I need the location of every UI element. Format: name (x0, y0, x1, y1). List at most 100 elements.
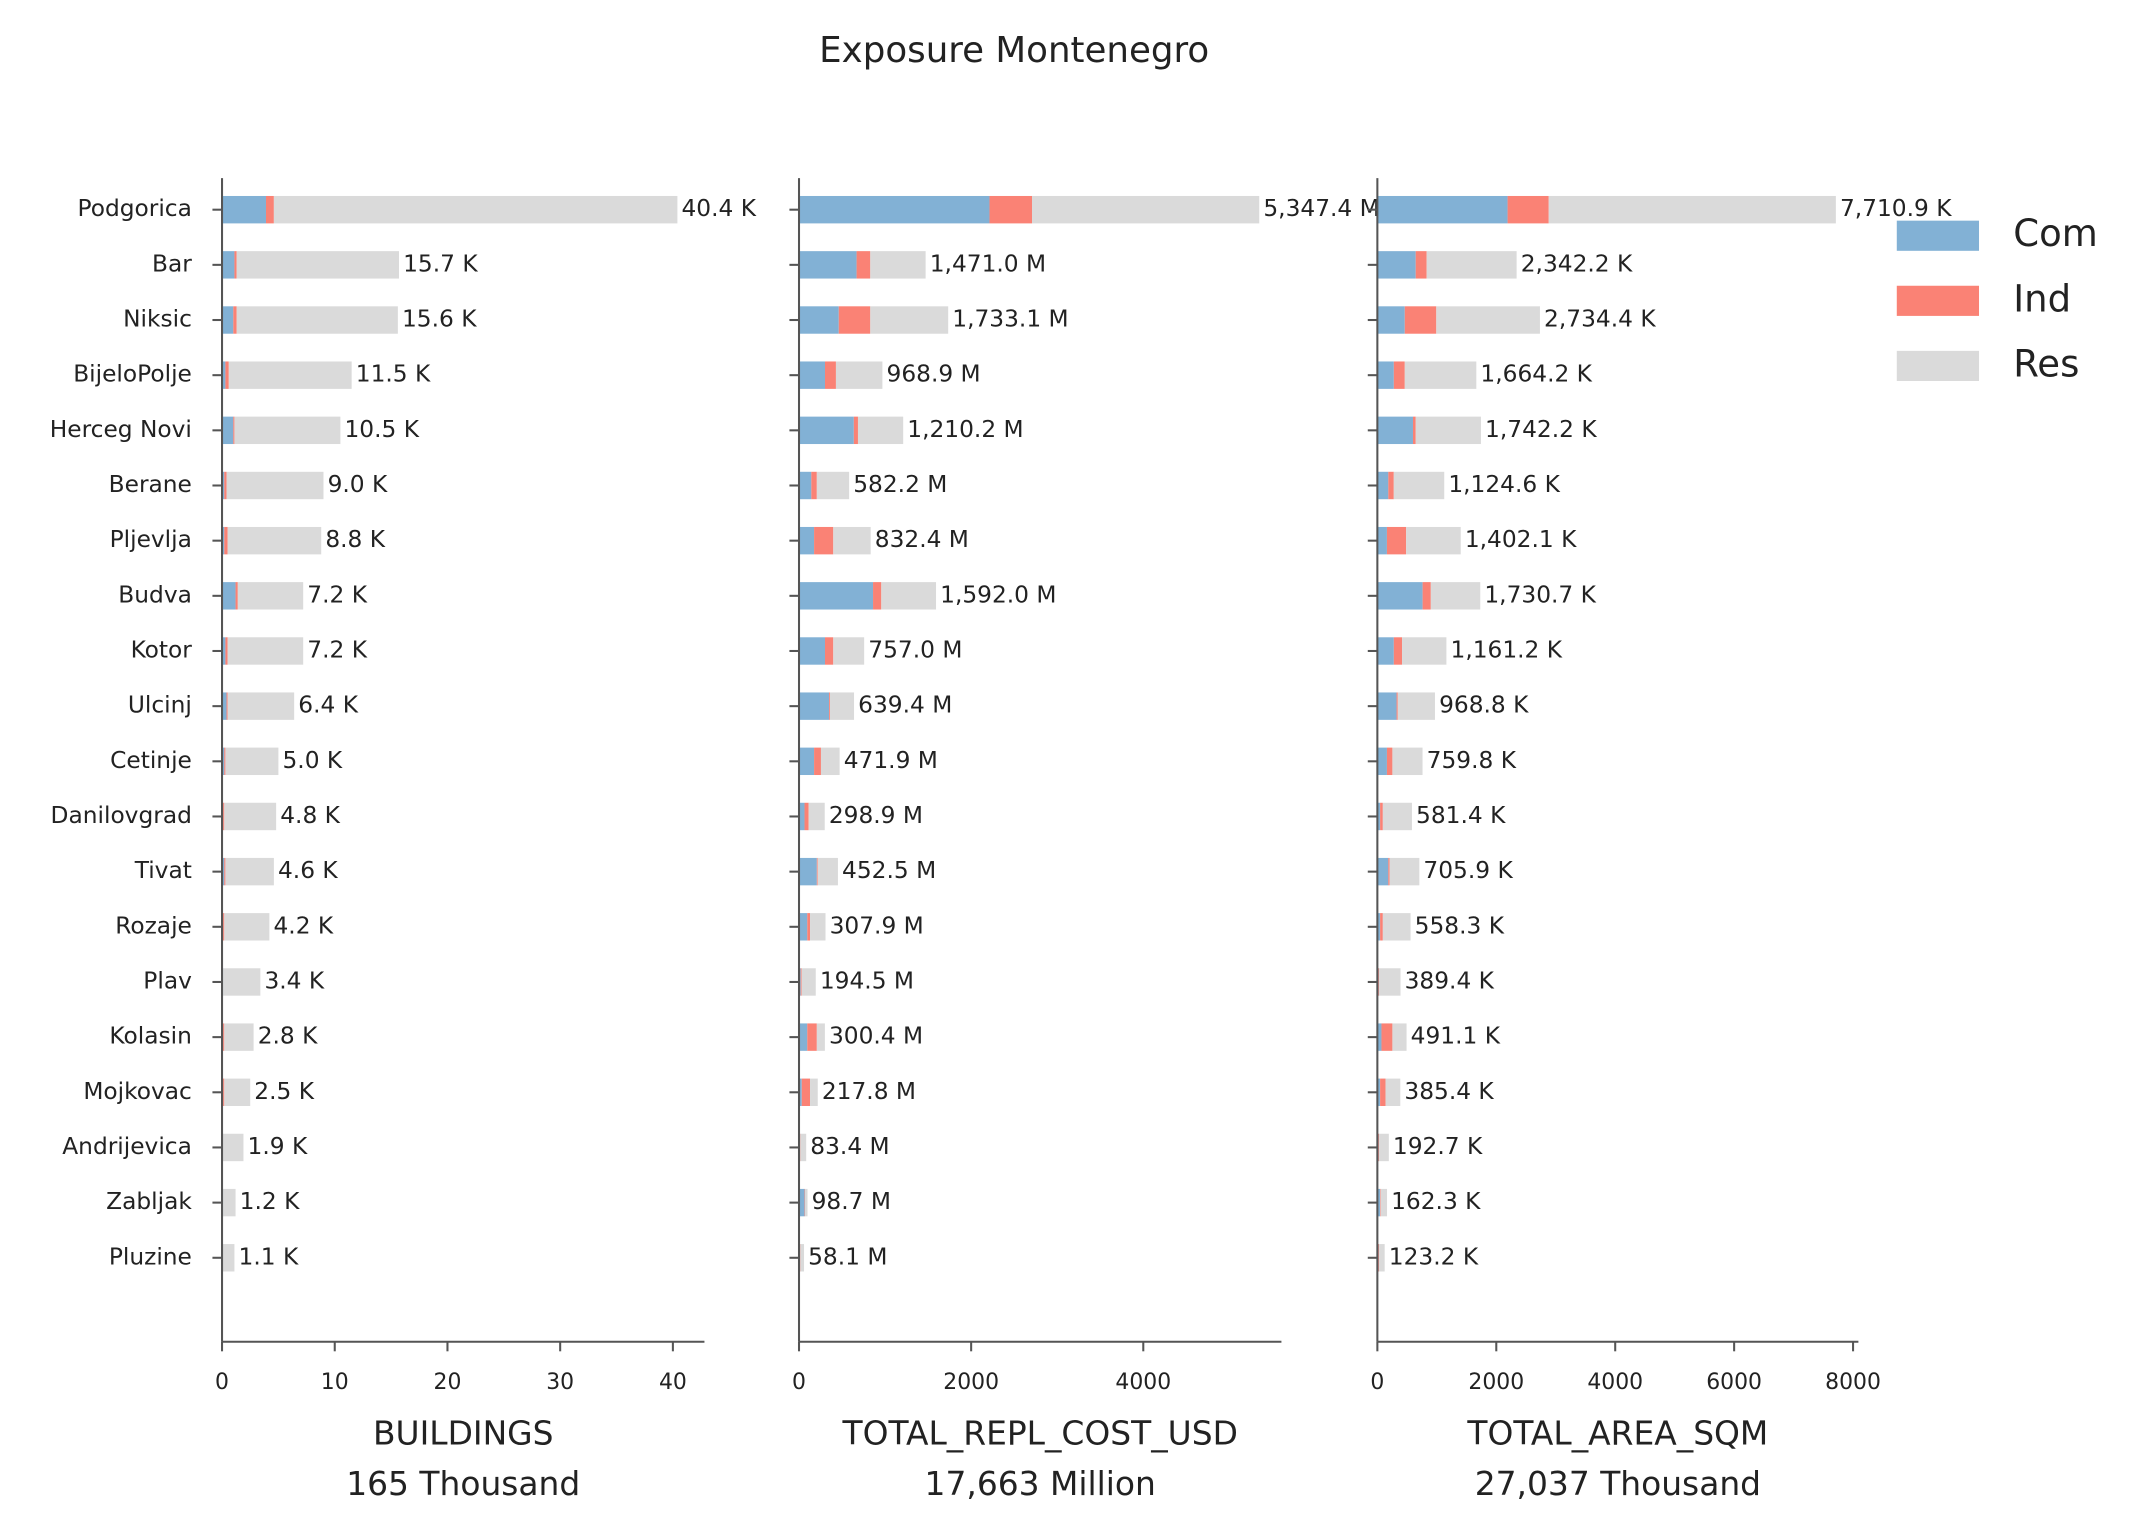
legend-label: Ind (2013, 277, 2071, 320)
total-label: 385.4 K (1404, 1078, 1494, 1105)
total-label: 389.4 K (1405, 967, 1495, 994)
total-label: 1.9 K (248, 1133, 308, 1160)
bar-segment (1507, 195, 1549, 224)
total-label: 705.9 K (1423, 857, 1513, 884)
bar-segment (1377, 251, 1416, 279)
bar-segment (799, 802, 805, 831)
bar-segment (236, 251, 399, 279)
bar-segment (825, 637, 834, 665)
bar-segment (1404, 306, 1437, 334)
bar-segment (810, 1078, 818, 1106)
x-tick-label: 6000 (1706, 1370, 1762, 1395)
bar-segment (226, 692, 228, 720)
bar-segment (1380, 802, 1383, 831)
bar-segment (833, 637, 865, 665)
bar-segment (224, 471, 227, 500)
total-label: 3.4 K (264, 967, 324, 994)
bar-segment (1032, 195, 1260, 224)
bar-segment (223, 1078, 225, 1106)
bar-segment (829, 692, 855, 720)
x-tick-label: 0 (215, 1370, 229, 1395)
bar-segment (224, 857, 226, 886)
bar-segment (799, 1188, 805, 1217)
bar-segment (1382, 913, 1411, 941)
x-axis-total: 27,037 Thousand (1475, 1464, 1761, 1503)
bar-segment (835, 361, 883, 389)
bar-segment (1386, 526, 1407, 555)
x-tick-label: 0 (792, 1370, 806, 1395)
bar-segment (1380, 913, 1383, 941)
bar-segment (853, 416, 858, 445)
bar-segment (1422, 582, 1431, 610)
bar-segment (222, 637, 226, 665)
chart-title: Exposure Montenegro (819, 30, 1209, 71)
bar-segment (1426, 251, 1517, 279)
bar-segment (273, 195, 678, 224)
bar-segment (1377, 1078, 1381, 1106)
total-label: 7.2 K (307, 636, 367, 663)
total-label: 1.1 K (239, 1243, 299, 1270)
total-label: 471.9 M (844, 747, 938, 774)
bar-segment (1377, 195, 1508, 224)
total-label: 1,592.0 M (940, 581, 1056, 608)
bar-segment (1377, 526, 1387, 555)
bar-segment (799, 692, 830, 720)
x-tick-label: 10 (321, 1370, 349, 1395)
bar-segment (825, 361, 836, 389)
bar-segment (222, 857, 225, 886)
bar-segment (820, 747, 840, 776)
bar-segment (799, 195, 990, 224)
x-tick-label: 30 (546, 1370, 574, 1395)
bar-segment (227, 526, 322, 555)
y-tick-label: Herceg Novi (50, 416, 192, 443)
total-label: 4.8 K (280, 802, 340, 829)
y-tick-label: BijeloPolje (73, 361, 192, 388)
bar-segment (1415, 251, 1427, 279)
bar-segment (1377, 1023, 1382, 1051)
bar-segment (989, 195, 1032, 224)
bar-segment (814, 747, 821, 776)
total-label: 1,210.2 M (907, 416, 1023, 443)
bar-segment (800, 968, 802, 996)
y-tick-label: Tivat (134, 857, 192, 884)
x-axis-total: 165 Thousand (346, 1464, 580, 1503)
y-tick-label: Podgorica (78, 195, 192, 222)
bar-segment (227, 637, 304, 665)
bar-segment (816, 471, 850, 500)
bar-segment (799, 637, 826, 665)
bar-segment (222, 251, 235, 279)
total-label: 40.4 K (682, 195, 757, 222)
y-tick-label: Rozaje (115, 912, 192, 939)
total-label: 58.1 M (808, 1243, 887, 1270)
bar-segment (1380, 1188, 1381, 1217)
bar-segment (1377, 1188, 1381, 1217)
bar-segment (234, 251, 237, 279)
bar-segment (1406, 526, 1461, 555)
total-label: 452.5 M (842, 857, 936, 884)
total-label: 15.6 K (402, 306, 477, 333)
bar-segment (222, 692, 227, 720)
bar-segment (799, 416, 854, 445)
bar-segment (804, 802, 809, 831)
bar-segment (222, 1244, 235, 1272)
legend-swatch (1896, 220, 1980, 251)
bar-segment (224, 526, 228, 555)
bar-segment (226, 471, 324, 500)
legend-swatch (1896, 285, 1980, 316)
total-label: 1,124.6 K (1448, 471, 1560, 498)
total-label: 491.1 K (1411, 1023, 1501, 1050)
bar-segment (236, 306, 398, 334)
total-label: 1,733.1 M (952, 306, 1068, 333)
bar-segment (1377, 306, 1405, 334)
total-label: 6.4 K (298, 692, 358, 719)
bar-segment (1378, 1244, 1380, 1272)
bar-segment (799, 913, 808, 941)
total-label: 2.8 K (258, 1023, 318, 1050)
bar-segment (881, 582, 937, 610)
bar-segment (224, 802, 277, 831)
bar-segment (223, 1188, 236, 1217)
y-tick-label: Niksic (123, 306, 192, 333)
bar-segment (870, 251, 926, 279)
bar-segment (799, 582, 874, 610)
